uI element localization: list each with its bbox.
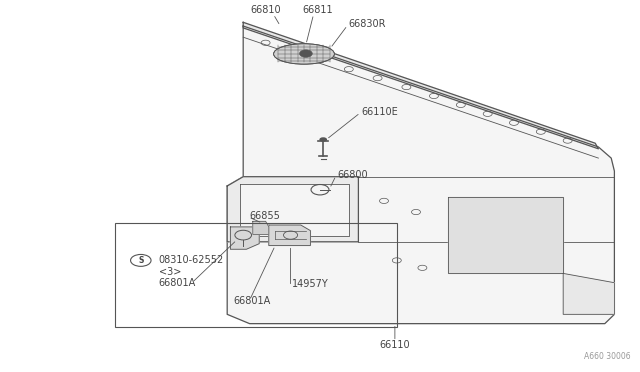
- Text: S: S: [138, 256, 143, 265]
- Text: <3>: <3>: [159, 267, 181, 276]
- Text: 66110: 66110: [380, 340, 410, 350]
- Polygon shape: [448, 197, 563, 273]
- Polygon shape: [269, 225, 310, 246]
- Text: 66801A: 66801A: [234, 296, 271, 305]
- Text: 66110E: 66110E: [362, 107, 398, 116]
- Text: 66830R: 66830R: [349, 19, 387, 29]
- Bar: [115, 223, 397, 327]
- Circle shape: [300, 50, 312, 57]
- Polygon shape: [227, 26, 614, 324]
- Polygon shape: [230, 227, 259, 249]
- Text: 08310-62552: 08310-62552: [159, 256, 224, 265]
- Polygon shape: [243, 22, 598, 149]
- Ellipse shape: [274, 44, 334, 64]
- Text: A660 30006: A660 30006: [584, 352, 630, 361]
- Circle shape: [319, 137, 327, 142]
- Text: 66811: 66811: [303, 6, 333, 15]
- Text: 66801A: 66801A: [159, 278, 196, 288]
- Polygon shape: [253, 221, 269, 234]
- Text: 66800: 66800: [337, 170, 368, 180]
- Text: 66855: 66855: [250, 211, 280, 221]
- Polygon shape: [240, 184, 349, 236]
- Polygon shape: [227, 177, 358, 242]
- Text: 66810: 66810: [250, 6, 281, 15]
- Text: 14957Y: 14957Y: [292, 279, 328, 289]
- Polygon shape: [563, 273, 614, 314]
